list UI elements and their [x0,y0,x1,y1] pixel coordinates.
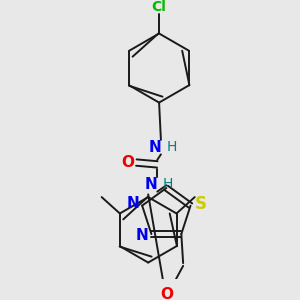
Text: N: N [148,140,161,154]
Text: N: N [127,196,140,211]
Text: N: N [145,177,157,192]
Text: O: O [122,155,135,170]
Text: Cl: Cl [152,0,167,14]
Text: H: H [167,140,177,154]
Text: H: H [163,177,173,191]
Text: S: S [195,195,207,213]
Text: O: O [160,287,173,300]
Text: N: N [136,228,149,243]
